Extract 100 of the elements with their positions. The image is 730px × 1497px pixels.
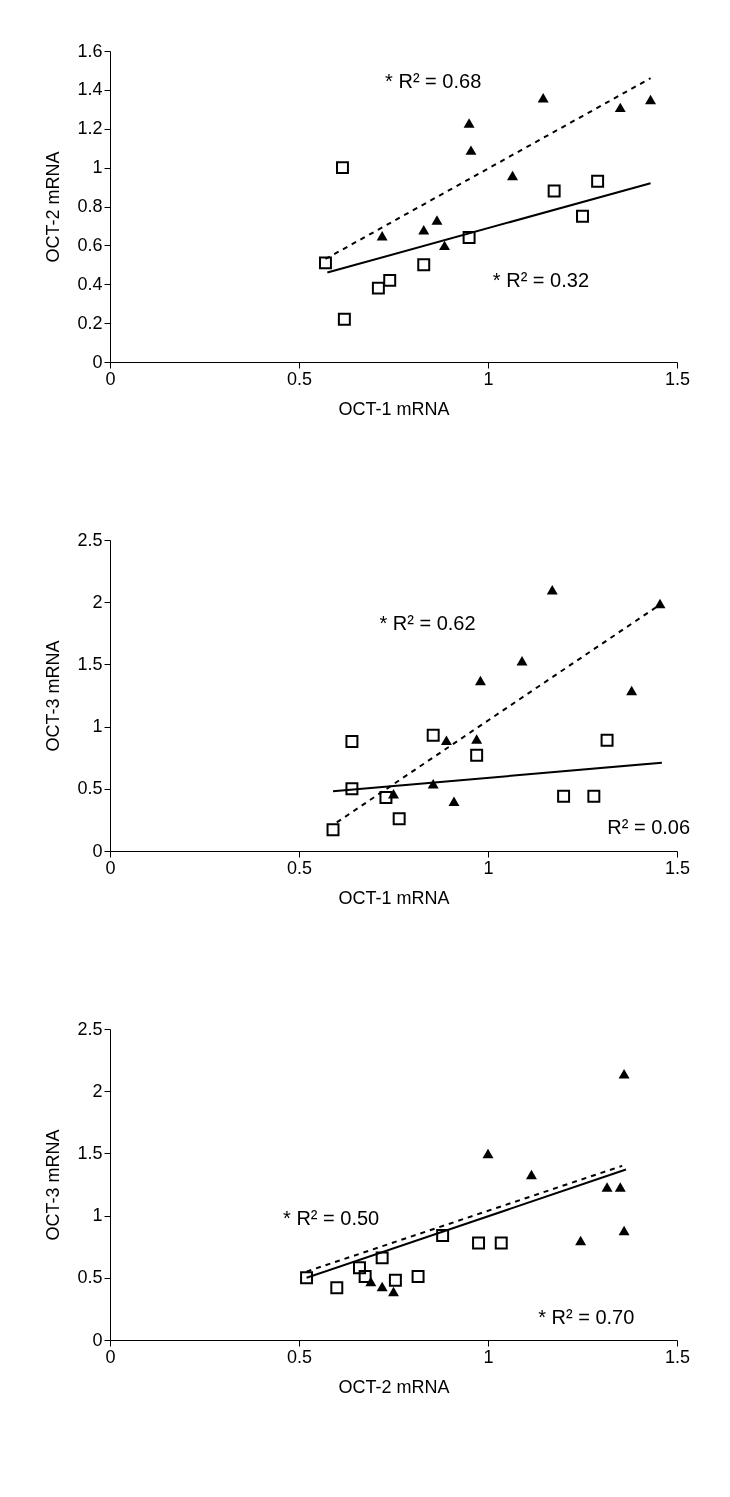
point <box>375 1251 389 1265</box>
point <box>388 1286 399 1297</box>
point <box>601 1182 613 1192</box>
y-tick-label: 2 <box>92 591 103 612</box>
point <box>439 240 451 251</box>
point <box>462 231 476 245</box>
y-axis-title: OCT-2 mRNA <box>43 151 64 263</box>
point <box>427 779 439 789</box>
point <box>614 1182 626 1192</box>
y-tick-label: 1.4 <box>77 79 103 100</box>
point <box>417 258 431 272</box>
y-tick-label: 0.2 <box>77 312 103 333</box>
x-tick-label: 0.5 <box>286 368 313 389</box>
point <box>431 215 443 225</box>
point <box>376 1281 388 1292</box>
y-tick-label: 1.2 <box>77 118 103 139</box>
point <box>537 92 549 103</box>
point <box>345 782 359 796</box>
x-tick-label: 1 <box>483 368 494 389</box>
annotation: * R² = 0.70 <box>538 1306 635 1329</box>
annotation: * R² = 0.32 <box>492 269 590 292</box>
point <box>388 1273 402 1287</box>
point <box>353 1261 366 1275</box>
y-tick-label: 1 <box>92 716 103 737</box>
point <box>618 1225 630 1236</box>
x-tick-label: 0 <box>105 368 116 389</box>
point <box>557 789 571 803</box>
x-axis-title: OCT-1 mRNA <box>338 398 450 419</box>
point <box>371 281 385 295</box>
point <box>614 102 626 113</box>
point <box>547 184 561 198</box>
point <box>418 225 430 235</box>
x-tick-label: 1 <box>483 1346 494 1367</box>
point <box>654 598 666 609</box>
point <box>474 675 486 686</box>
point <box>576 209 589 223</box>
point <box>507 170 519 181</box>
point <box>376 230 388 241</box>
point <box>587 789 601 803</box>
y-tick-label: 1.6 <box>77 40 103 61</box>
point <box>525 1169 537 1180</box>
point <box>471 734 483 744</box>
y-tick-label: 0.4 <box>77 273 103 294</box>
x-axis-title: OCT-1 mRNA <box>338 887 450 908</box>
point <box>575 1235 587 1246</box>
point <box>388 789 399 799</box>
y-tick-label: 1 <box>92 1205 103 1226</box>
point <box>365 1276 377 1287</box>
point <box>358 1270 372 1284</box>
point <box>379 791 393 804</box>
x-tick-label: 1.5 <box>664 857 691 878</box>
x-tick-label: 1 <box>483 857 494 878</box>
point <box>463 118 475 128</box>
y-tick-label: 0 <box>92 351 103 372</box>
y-tick-label: 0.6 <box>77 234 103 255</box>
x-tick-label: 0.5 <box>286 857 313 878</box>
point <box>411 1270 425 1284</box>
point <box>591 174 605 188</box>
point <box>472 1236 486 1250</box>
point <box>600 733 614 747</box>
y-tick-label: 0 <box>92 1329 103 1350</box>
point <box>330 1281 344 1295</box>
y-tick-label: 0.5 <box>77 1267 103 1288</box>
point <box>465 145 477 155</box>
point <box>326 823 340 837</box>
x-tick-label: 0 <box>105 1346 116 1367</box>
point <box>383 273 397 287</box>
point <box>494 1236 508 1250</box>
point <box>392 812 406 826</box>
x-tick-label: 1.5 <box>664 1346 691 1367</box>
point <box>470 748 484 762</box>
point <box>546 585 558 595</box>
annotation: R² = 0.06 <box>607 815 691 838</box>
point <box>482 1148 494 1159</box>
x-tick-label: 0.5 <box>286 1346 313 1367</box>
annotation: * R² = 0.68 <box>385 70 482 93</box>
x-axis-title: OCT-2 mRNA <box>338 1376 450 1397</box>
annotation: * R² = 0.50 <box>283 1206 380 1229</box>
y-tick-label: 1.5 <box>77 653 103 674</box>
annotation: * R² = 0.62 <box>379 611 476 634</box>
point <box>335 161 349 175</box>
y-tick-label: 2.5 <box>77 529 103 550</box>
y-tick-label: 0 <box>92 840 103 861</box>
point <box>618 1069 630 1079</box>
point <box>440 735 452 746</box>
y-tick-label: 0.8 <box>77 196 103 216</box>
x-tick-label: 1.5 <box>664 368 691 389</box>
y-tick-label: 1.5 <box>77 1142 103 1163</box>
y-tick-label: 1 <box>92 157 103 178</box>
point <box>448 796 460 806</box>
y-tick-label: 2.5 <box>77 1018 103 1039</box>
point <box>626 685 638 696</box>
point <box>318 256 332 270</box>
x-tick-label: 0 <box>105 857 116 878</box>
point <box>426 728 440 742</box>
y-tick-label: 0.5 <box>77 778 103 799</box>
point <box>436 1229 450 1242</box>
point <box>337 312 351 326</box>
y-tick-label: 2 <box>92 1080 103 1101</box>
point <box>345 735 359 748</box>
